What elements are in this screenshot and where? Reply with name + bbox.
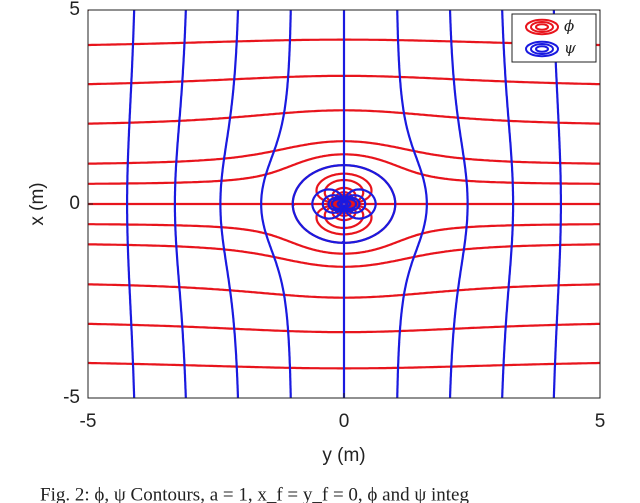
contours [88, 10, 600, 398]
contour-line [321, 10, 469, 398]
x-tick-label: 0 [339, 411, 350, 432]
contour-line [344, 201, 349, 207]
y-tick-label: 0 [69, 193, 80, 214]
legend-swatch [535, 45, 549, 53]
contour-line [260, 10, 377, 398]
legend-swatch [525, 18, 559, 36]
caption: Fig. 2: ϕ, ψ Contours, a = 1, x_f = y_f … [40, 484, 469, 503]
legend-swatch [530, 21, 554, 33]
legend-label: ϕ [564, 17, 574, 35]
contour-line [219, 10, 367, 398]
contour-line [126, 10, 358, 398]
contour-line [88, 140, 600, 230]
x-axis-label: y (m) [322, 445, 365, 466]
y-tick-label: -5 [63, 387, 80, 408]
contour-line [327, 10, 515, 398]
contour-line [88, 178, 600, 268]
contour-line [311, 10, 428, 398]
legend-swatch [525, 40, 559, 58]
contour-line [339, 201, 344, 207]
x-tick-label: 5 [595, 411, 606, 432]
y-axis-label: x (m) [27, 182, 48, 225]
contour-line [88, 193, 600, 370]
x-tick-label: -5 [80, 411, 97, 432]
legend-swatch [530, 43, 554, 55]
contour-line [88, 191, 600, 334]
y-tick-label: 5 [69, 0, 80, 20]
contour-line [173, 10, 361, 398]
legend-label: ψ [564, 39, 576, 57]
legend-swatch [535, 23, 549, 31]
